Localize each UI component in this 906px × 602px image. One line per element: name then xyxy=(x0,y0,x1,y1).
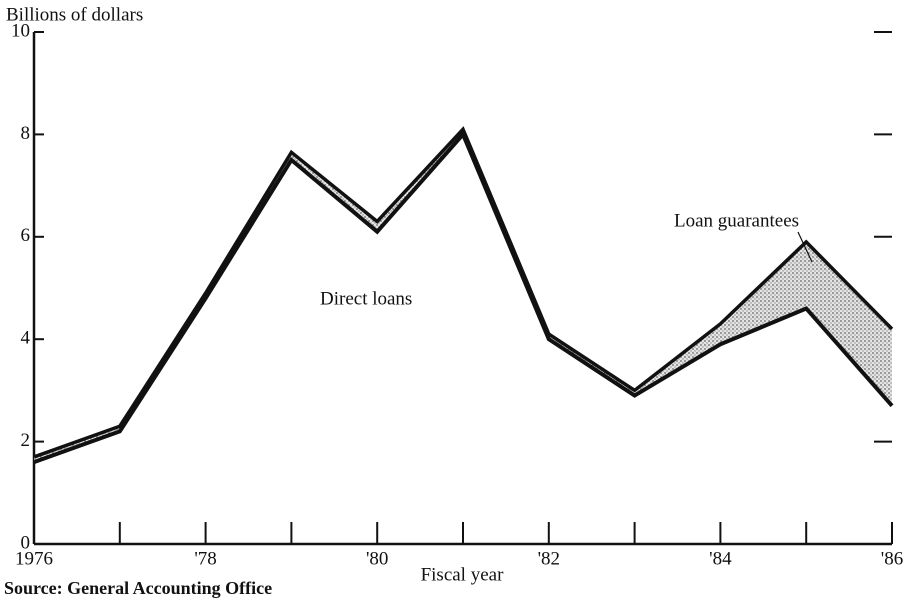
series-label: Direct loans xyxy=(320,288,412,309)
x-tick-label: '80 xyxy=(366,548,388,569)
y-tick-label: 2 xyxy=(21,430,31,451)
y-tick-label: 4 xyxy=(21,328,31,349)
y-tick-label: 6 xyxy=(21,225,31,246)
y-tick-label: 8 xyxy=(21,123,31,144)
x-tick-label: '78 xyxy=(194,548,216,569)
source: Source: General Accounting Office xyxy=(4,578,272,598)
total-line xyxy=(33,126,894,459)
direct-loans-line xyxy=(33,130,894,464)
y-tick-label: 10 xyxy=(11,20,30,41)
guarantee-band xyxy=(34,129,892,463)
axis-title: Billions of dollars xyxy=(6,4,143,25)
x-axis-label: Fiscal year xyxy=(421,564,505,585)
y-tick-label: 0 xyxy=(21,532,31,553)
x-tick-label: 1976 xyxy=(15,548,53,569)
leader-line xyxy=(797,231,813,263)
series-label: Loan guarantees xyxy=(674,210,799,231)
x-tick-label: '82 xyxy=(538,548,560,569)
x-tick-label: '84 xyxy=(709,548,732,569)
x-tick-label: '86 xyxy=(881,548,903,569)
